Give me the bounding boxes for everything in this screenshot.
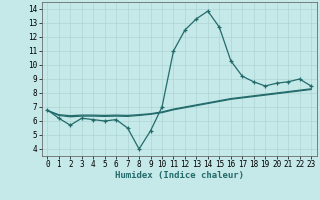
X-axis label: Humidex (Indice chaleur): Humidex (Indice chaleur)	[115, 171, 244, 180]
